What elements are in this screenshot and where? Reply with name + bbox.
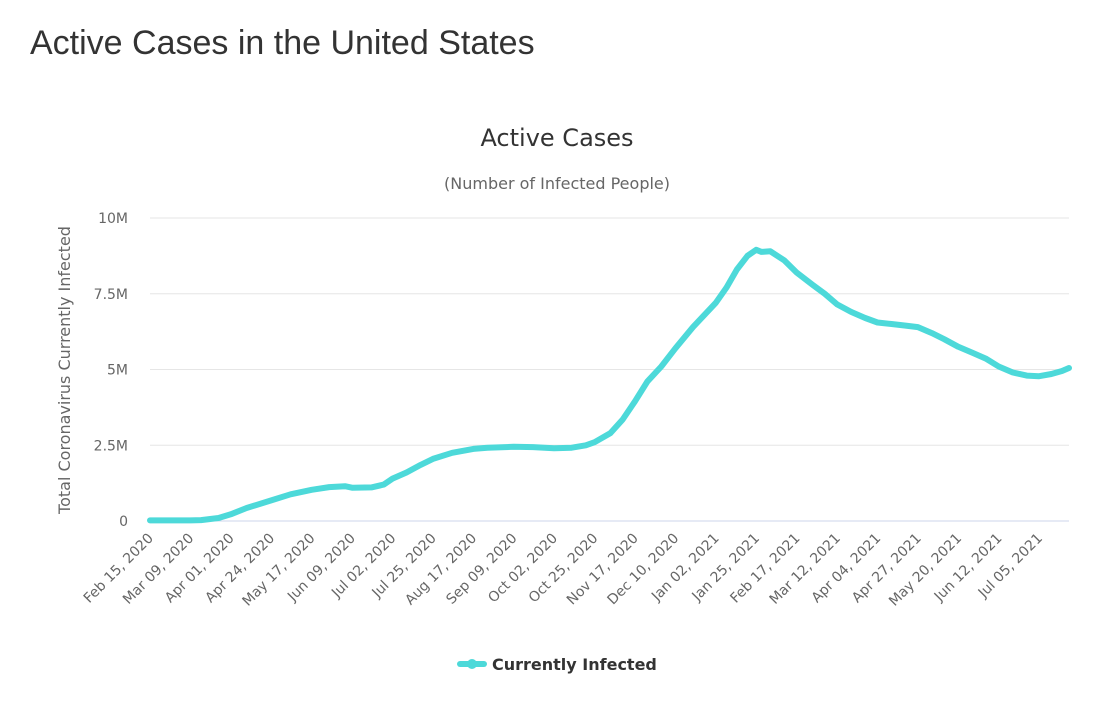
y-tick-label: 2.5M xyxy=(94,438,128,454)
x-tick-label: Feb 15, 2020 xyxy=(81,531,157,607)
y-axis-label: Total Coronavirus Currently Infected xyxy=(55,226,74,515)
x-tick-label: Nov 17, 2020 xyxy=(564,531,642,609)
x-tick-label: Feb 17, 2021 xyxy=(727,531,803,607)
chart-subtitle: (Number of Infected People) xyxy=(444,174,670,193)
page-title: Active Cases in the United States xyxy=(30,24,535,62)
y-tick-label: 5M xyxy=(107,363,128,379)
gridlines xyxy=(150,217,1069,522)
legend[interactable]: Currently Infected xyxy=(457,655,657,674)
series-line-currently-infected[interactable] xyxy=(147,246,1072,524)
y-tick-label: 7.5M xyxy=(94,287,128,303)
x-tick-label: May 20, 2021 xyxy=(886,531,965,610)
x-tick-label: May 17, 2020 xyxy=(239,531,318,610)
legend-item-currently-infected[interactable]: Currently Infected xyxy=(492,655,657,674)
series-layer xyxy=(147,246,1072,524)
x-tick-label: Sep 09, 2020 xyxy=(443,531,520,608)
y-axis-ticks: 0 2.5M 5M 7.5M 10M xyxy=(94,211,128,530)
x-tick-label: Aug 17, 2020 xyxy=(402,531,480,609)
x-tick-label: Dec 10, 2020 xyxy=(605,531,683,609)
y-tick-label: 0 xyxy=(119,514,128,530)
chart-title: Active Cases xyxy=(480,124,633,152)
y-tick-label: 10M xyxy=(98,211,128,227)
x-tick-label: Mar 09, 2020 xyxy=(120,531,197,608)
x-tick-label: Mar 12, 2021 xyxy=(767,531,844,608)
legend-marker xyxy=(467,659,477,669)
